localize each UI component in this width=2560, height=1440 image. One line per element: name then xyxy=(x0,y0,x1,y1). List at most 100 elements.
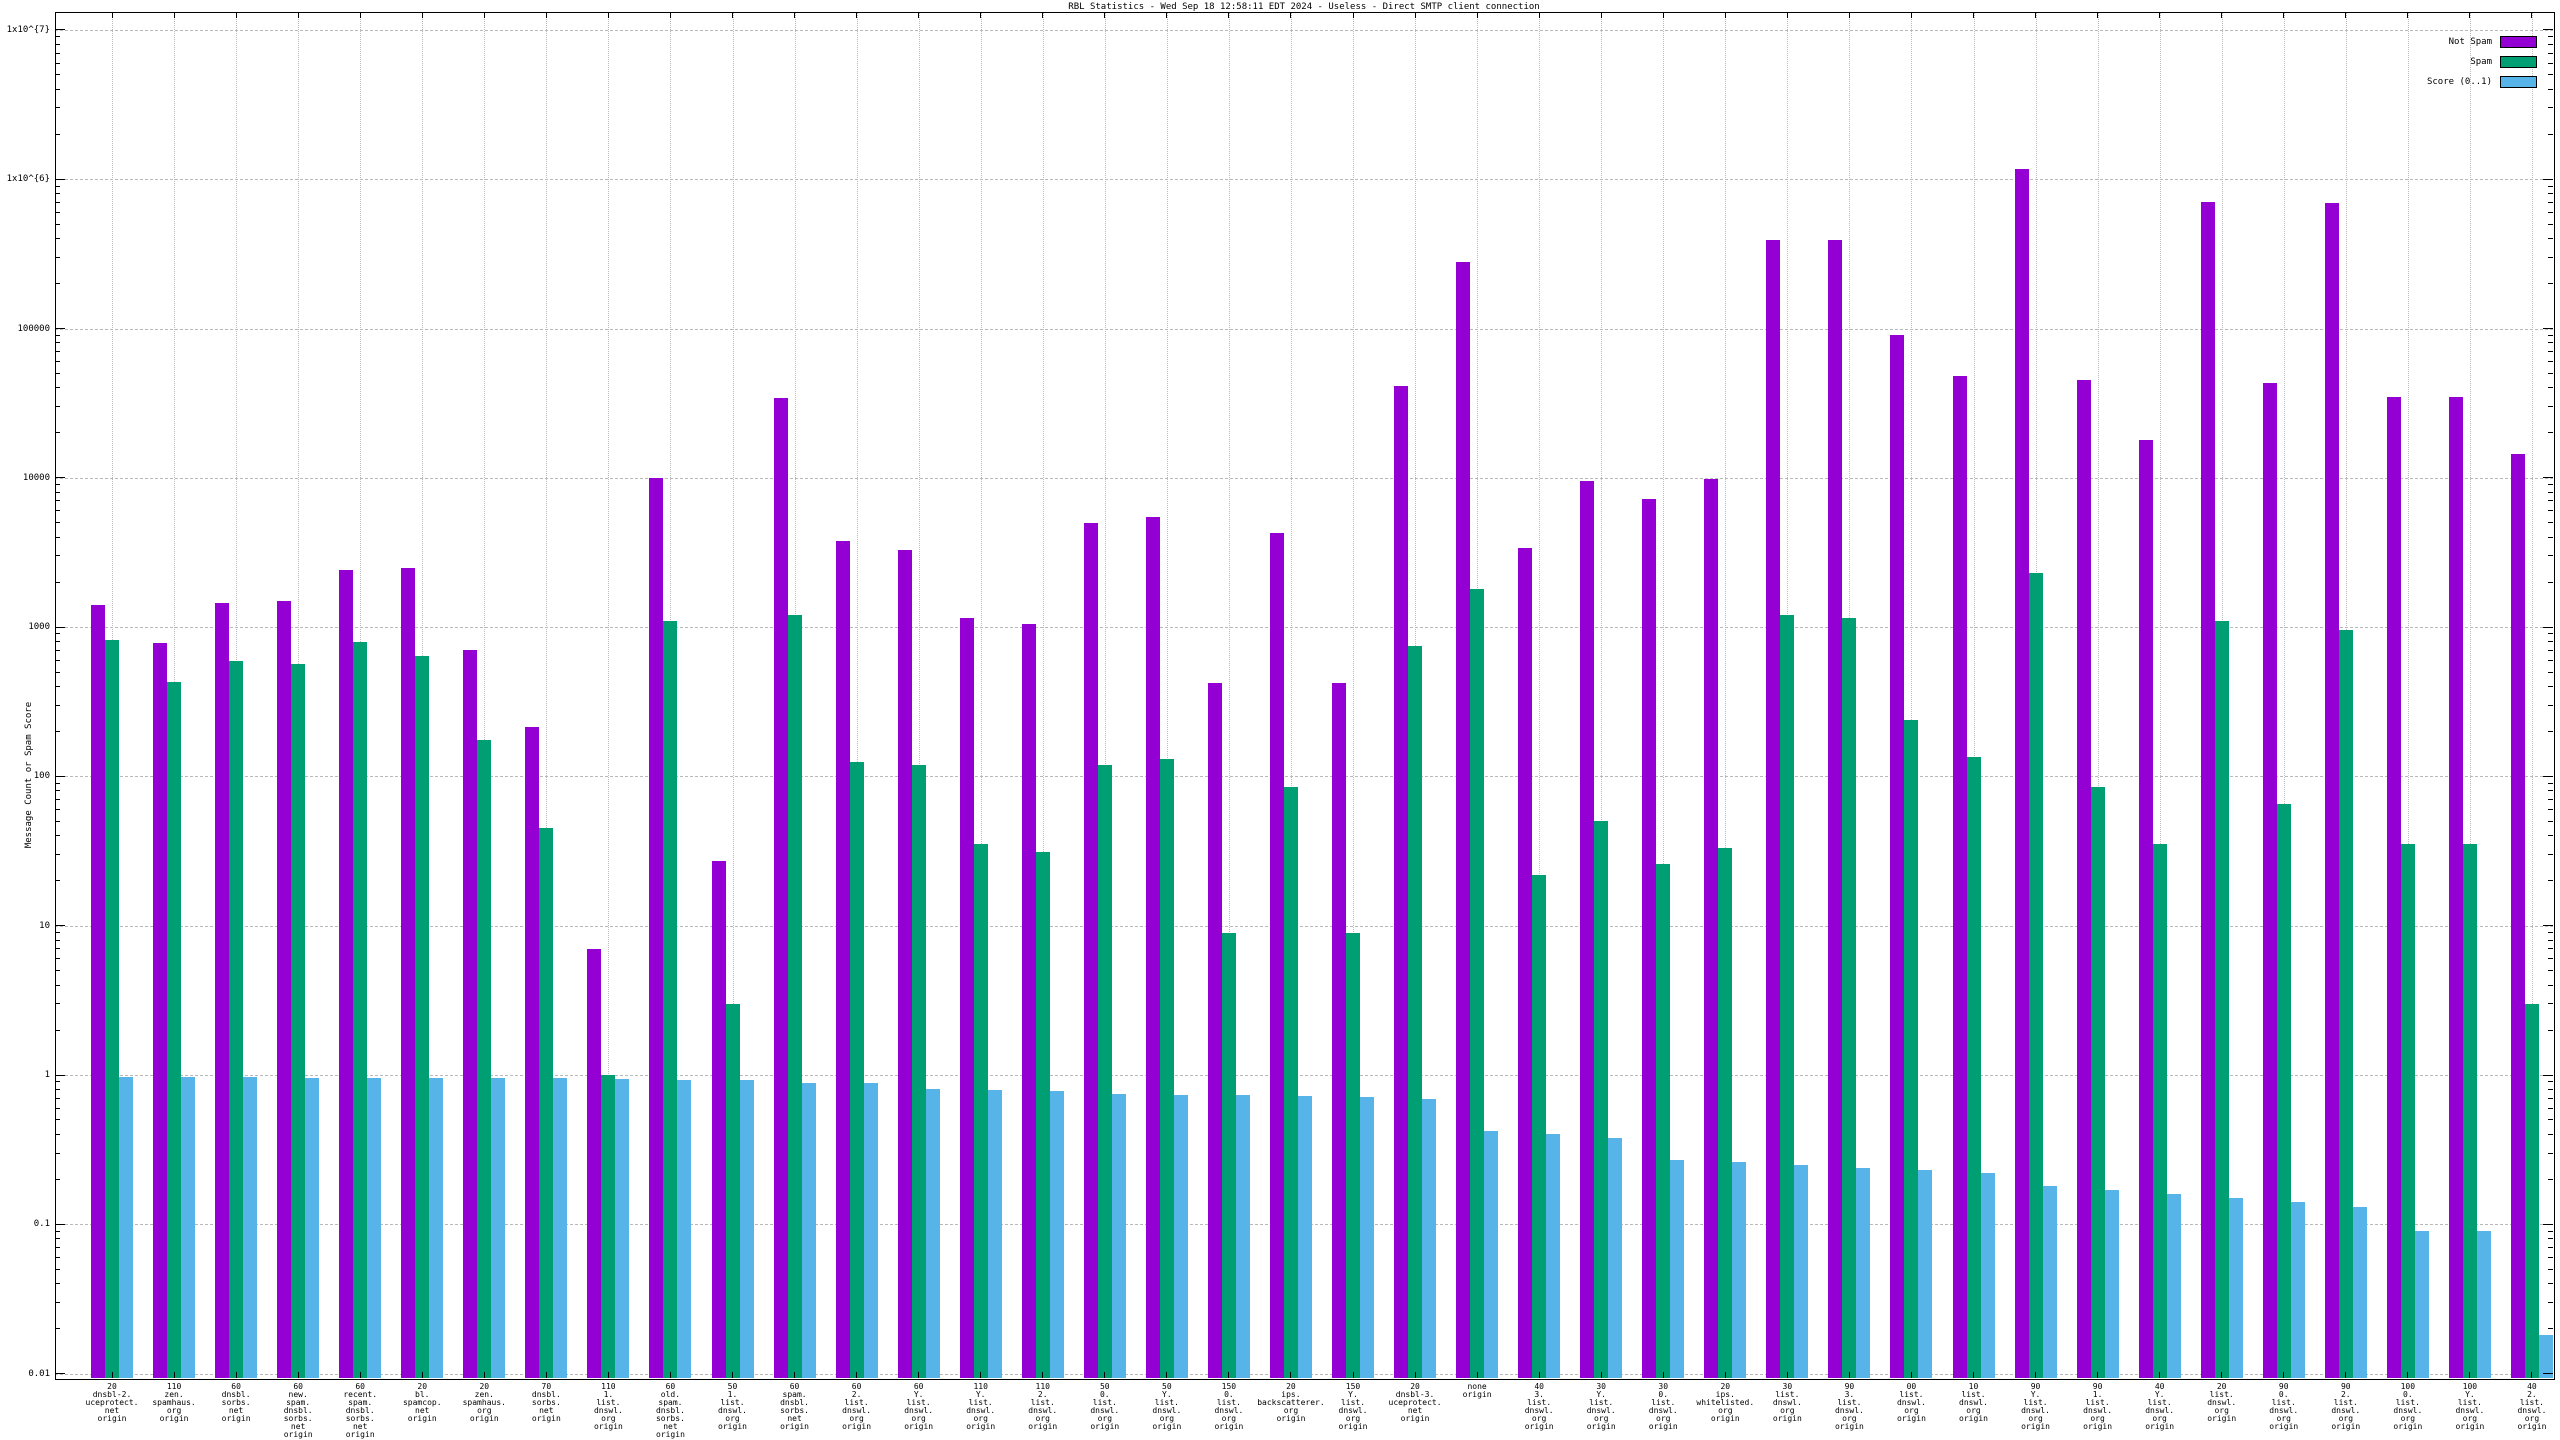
bar-score xyxy=(2042,1186,2057,1378)
bar-not-spam xyxy=(2386,396,2401,1378)
bar-score xyxy=(2414,1231,2429,1378)
y-minor-tick xyxy=(2548,1119,2553,1121)
x-tick xyxy=(359,1372,361,1378)
y-minor-tick xyxy=(55,820,60,822)
x-tick xyxy=(2345,12,2347,18)
y-minor-tick xyxy=(2548,1107,2553,1109)
x-tick xyxy=(669,1372,671,1378)
bar-not-spam xyxy=(525,726,540,1378)
x-tick xyxy=(421,12,423,18)
y-minor-tick xyxy=(2548,581,2553,583)
y-major-tick xyxy=(2543,1223,2553,1225)
y-minor-tick xyxy=(2548,1283,2553,1285)
bar-spam xyxy=(601,1075,616,1378)
bar-score xyxy=(1670,1159,1685,1378)
x-tick-label: 90 1. list. dnswl. org origin xyxy=(2083,1382,2113,1431)
bar-spam xyxy=(1780,615,1795,1378)
x-tick xyxy=(918,12,920,18)
bar-score xyxy=(615,1079,630,1378)
x-tick xyxy=(1538,12,1540,18)
x-tick xyxy=(1724,1372,1726,1378)
x-tick-label: 60 recent. spam. dnsbl. sorbs. net origi… xyxy=(343,1382,378,1439)
y-minor-tick xyxy=(55,1107,60,1109)
y-minor-tick xyxy=(55,809,60,811)
x-tick xyxy=(1848,12,1850,18)
y-minor-tick xyxy=(55,74,60,76)
bar-spam xyxy=(849,761,864,1378)
y-major-tick xyxy=(55,1223,65,1225)
y-minor-tick xyxy=(55,133,60,135)
y-minor-tick xyxy=(2548,730,2553,732)
x-tick xyxy=(297,12,299,18)
v-gridline xyxy=(608,12,610,1378)
bar-not-spam xyxy=(215,603,230,1378)
x-tick-label: 60 new. spam. dnsbl. sorbs. net origin xyxy=(283,1382,313,1439)
y-minor-tick xyxy=(55,730,60,732)
y-minor-tick xyxy=(2548,52,2553,54)
x-tick-label: 30 list. dnswl. org origin xyxy=(1772,1382,1802,1423)
h-gridline xyxy=(55,627,2553,629)
y-minor-tick xyxy=(2548,1088,2553,1090)
y-minor-tick xyxy=(2548,939,2553,941)
y-minor-tick xyxy=(2548,536,2553,538)
bar-spam xyxy=(787,615,802,1378)
bar-spam xyxy=(167,681,182,1378)
bar-not-spam xyxy=(2138,439,2153,1378)
y-minor-tick xyxy=(55,880,60,882)
bar-not-spam xyxy=(1332,683,1346,1378)
x-tick-label: 30 0. list. dnswl. org origin xyxy=(1648,1382,1678,1431)
v-gridline xyxy=(1042,12,1044,1378)
bar-spam xyxy=(973,844,988,1378)
y-minor-tick xyxy=(2548,1328,2553,1330)
v-gridline xyxy=(484,12,486,1378)
x-tick-label: none origin xyxy=(1462,1382,1492,1399)
y-minor-tick xyxy=(2548,201,2553,203)
bar-score xyxy=(553,1078,568,1378)
y-minor-tick xyxy=(2548,1152,2553,1154)
y-minor-tick xyxy=(2548,932,2553,934)
bar-spam xyxy=(229,661,244,1378)
x-tick xyxy=(421,1372,423,1378)
x-tick xyxy=(2159,1372,2161,1378)
x-tick-label: 150 Y. list. dnswl. org origin xyxy=(1338,1382,1368,1431)
x-tick xyxy=(607,1372,609,1378)
x-tick-label: 10 list. dnswl. org origin xyxy=(1959,1382,1988,1423)
bar-score xyxy=(677,1079,692,1378)
chart-title: RBL Statistics - Wed Sep 18 12:58:11 EDT… xyxy=(1068,2,1540,12)
legend-swatch-spam xyxy=(2500,56,2537,68)
y-minor-tick xyxy=(2548,133,2553,135)
x-tick xyxy=(1973,1372,1974,1378)
y-tick-label: 10 xyxy=(39,920,50,931)
y-minor-tick xyxy=(2548,256,2553,258)
y-major-tick xyxy=(55,1373,65,1375)
y-minor-tick xyxy=(2548,223,2553,225)
bar-spam xyxy=(1904,719,1919,1378)
y-minor-tick xyxy=(2548,36,2553,38)
y-tick-label: 100 xyxy=(33,771,50,782)
x-tick xyxy=(2035,12,2037,18)
x-tick xyxy=(1104,12,1106,18)
v-gridline xyxy=(2097,12,2099,1378)
x-tick xyxy=(918,1372,920,1378)
v-gridline xyxy=(2283,12,2285,1378)
x-tick-label: 20 ips. backscatterer. org origin xyxy=(1257,1382,1325,1423)
x-tick xyxy=(297,1372,299,1378)
y-minor-tick xyxy=(2548,342,2553,344)
bar-score xyxy=(2104,1189,2119,1378)
y-minor-tick xyxy=(55,1256,60,1258)
y-minor-tick xyxy=(55,238,60,240)
y-minor-tick xyxy=(2548,880,2553,882)
y-minor-tick xyxy=(55,1097,60,1099)
bar-score xyxy=(1980,1173,1995,1378)
bar-spam xyxy=(1718,848,1733,1378)
bar-score xyxy=(2538,1335,2553,1378)
y-minor-tick xyxy=(55,633,60,635)
bar-spam xyxy=(477,740,492,1378)
x-tick-label: 70 dnsbl. sorbs. net origin xyxy=(531,1382,561,1423)
x-tick xyxy=(2097,12,2099,18)
v-gridline xyxy=(1663,12,1665,1378)
x-tick xyxy=(235,12,237,18)
y-minor-tick xyxy=(55,1268,60,1270)
y-minor-tick xyxy=(55,1246,60,1248)
bar-not-spam xyxy=(2448,396,2463,1378)
